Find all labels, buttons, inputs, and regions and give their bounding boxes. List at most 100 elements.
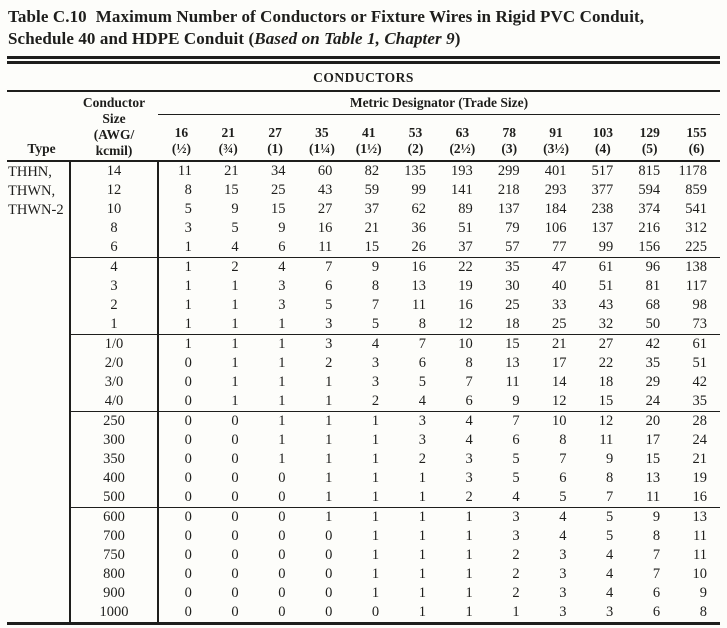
conductor-count-cell: 37 [458, 239, 473, 255]
table-row-700: 700 0 0 0 0 1 1 1 3 4 5 8 11 [7, 527, 720, 546]
conductor-count-cell: 62 [411, 201, 426, 217]
metric-designator-value: 21 [221, 125, 235, 140]
conductor-count-cell: 4 [438, 411, 486, 431]
conductor-count-cell: 5 [559, 489, 567, 505]
column-header-16: 16 (½) [158, 114, 205, 162]
conductor-fill-table: CONDUCTORS Type Conductor Size (AWG/ kcm… [7, 64, 720, 625]
conductor-count-cell: 59 [364, 182, 380, 198]
conductor-count-cell: 18 [598, 374, 614, 390]
conductor-size-cell: 300 [70, 431, 159, 450]
column-header-129: 129 (5) [626, 114, 674, 162]
conductor-count-cell: 1 [325, 393, 333, 409]
conductor-count-cell: 7 [298, 257, 346, 277]
conductor-size-cell: 8 [70, 219, 159, 238]
conductor-count-cell: 401 [544, 163, 567, 179]
conductor-size-cell: 900 [70, 584, 159, 603]
conductor-count-cell: 51 [692, 355, 708, 371]
conductor-count-cell: 4 [606, 585, 614, 601]
conductor-count-cell: 42 [692, 374, 708, 390]
conductor-count-cell: 14 [551, 374, 567, 390]
table-row-14: THHN, THWN, THWN-2 14 11 21 34 60 82 135 193 299 401… [7, 161, 720, 624]
conductor-count-cell: 0 [231, 585, 239, 601]
conductor-count-cell: 6 [418, 355, 426, 371]
conductor-size-cell: 350 [70, 450, 159, 469]
conductors-banner: CONDUCTORS [7, 64, 720, 92]
conductor-count-cell: 0 [204, 411, 252, 431]
conductor-count-cell: 21 [224, 163, 239, 179]
conductor-count-cell: 137 [591, 220, 614, 236]
conductor-size-column-header: Conductor Size (AWG/ kcmil) [70, 91, 158, 162]
conductor-count-cell: 1 [465, 547, 473, 563]
conductor-count-cell: 0 [231, 528, 239, 544]
conductor-count-cell: 5 [579, 507, 627, 527]
conductor-count-cell: 27 [317, 201, 333, 217]
conductor-count-cell: 0 [231, 566, 239, 582]
conductor-count-cell: 1 [325, 374, 333, 390]
conductor-count-cell: 0 [278, 585, 286, 601]
table-row-2: 2 1 1 3 5 7 11 16 25 33 43 68 98 [7, 296, 720, 315]
conductor-count-cell: 0 [325, 528, 333, 544]
conductor-count-cell: 0 [184, 374, 192, 390]
conductor-count-cell: 5 [325, 297, 333, 313]
title-text-2: Schedule 40 and HDPE Conduit ( [8, 29, 255, 48]
conductor-count-cell: 13 [673, 507, 720, 527]
conductor-count-cell: 15 [364, 239, 380, 255]
conductor-count-cell: 0 [278, 489, 286, 505]
metric-designator-value: 41 [361, 125, 376, 140]
metric-designator-header: Metric Designator (Trade Size) [158, 91, 720, 115]
conductor-count-cell: 2 [465, 489, 473, 505]
conductor-count-cell: 6 [652, 604, 661, 620]
conductor-count-cell: 4 [559, 528, 567, 544]
conductor-count-cell: 15 [224, 182, 239, 198]
conductor-count-cell: 17 [645, 432, 661, 448]
conductor-size-cell: 12 [70, 181, 159, 200]
table-row-3-0: 3/0 0 1 1 1 3 5 7 11 14 18 29 42 [7, 373, 720, 392]
conductor-size-cell: 2 [70, 296, 159, 315]
conductor-count-cell: 0 [184, 489, 192, 505]
conductor-count-cell: 13 [645, 470, 661, 486]
conductor-count-cell: 3 [184, 220, 192, 236]
conductor-count-cell: 293 [544, 182, 567, 198]
conductor-count-cell: 377 [591, 182, 614, 198]
conductor-count-cell: 1 [371, 566, 380, 582]
title-text-close: ) [454, 29, 461, 48]
conductor-count-cell: 3 [559, 566, 567, 582]
conductor-count-cell: 99 [598, 239, 614, 255]
conductor-count-cell: 0 [231, 432, 239, 448]
conductor-count-cell: 6 [559, 470, 567, 486]
trade-size-value: (3) [501, 141, 518, 156]
conductor-size-cell: 4/0 [70, 392, 159, 412]
conductor-count-cell: 1 [158, 334, 205, 354]
conductor-count-cell: 35 [485, 257, 533, 277]
conductor-count-cell: 3 [485, 507, 533, 527]
conductor-count-cell: 218 [497, 182, 520, 198]
conductor-count-cell: 0 [278, 566, 286, 582]
conductor-count-cell: 28 [673, 411, 720, 431]
conductor-count-cell: 60 [317, 163, 333, 179]
conductor-count-cell: 0 [325, 566, 333, 582]
conductor-count-cell: 7 [371, 297, 380, 313]
conductor-count-cell: 15 [485, 334, 533, 354]
table-row-4-0: 4/0 0 1 1 1 2 4 6 9 12 15 24 35 [7, 392, 720, 412]
conductor-count-cell: 1 [465, 566, 473, 582]
trade-size-value: (3½) [543, 141, 569, 156]
size-header-line: (AWG/ [93, 127, 135, 142]
conductor-count-cell: 6 [512, 432, 520, 448]
title-line-1: Table C.10 Maximum Number of Conductors o… [8, 6, 719, 28]
conductor-count-cell: 7 [559, 451, 567, 467]
conductor-count-cell: 68 [645, 297, 661, 313]
conductor-count-cell: 3 [559, 585, 567, 601]
conductor-size-cell: 6 [70, 238, 159, 258]
size-header-line: kcmil) [95, 143, 133, 158]
conductor-count-cell: 1 [418, 585, 426, 601]
conductor-count-cell: 89 [458, 201, 473, 217]
conductor-count-cell: 9 [512, 393, 520, 409]
conductor-count-cell: 6 [278, 239, 286, 255]
conductor-count-cell: 9 [231, 201, 239, 217]
conductor-count-cell: 21 [532, 334, 580, 354]
conductor-count-cell: 0 [251, 507, 299, 527]
conductor-count-cell: 0 [184, 393, 192, 409]
conductor-size-cell: 1 [70, 315, 159, 335]
conductor-count-cell: 51 [598, 278, 614, 294]
